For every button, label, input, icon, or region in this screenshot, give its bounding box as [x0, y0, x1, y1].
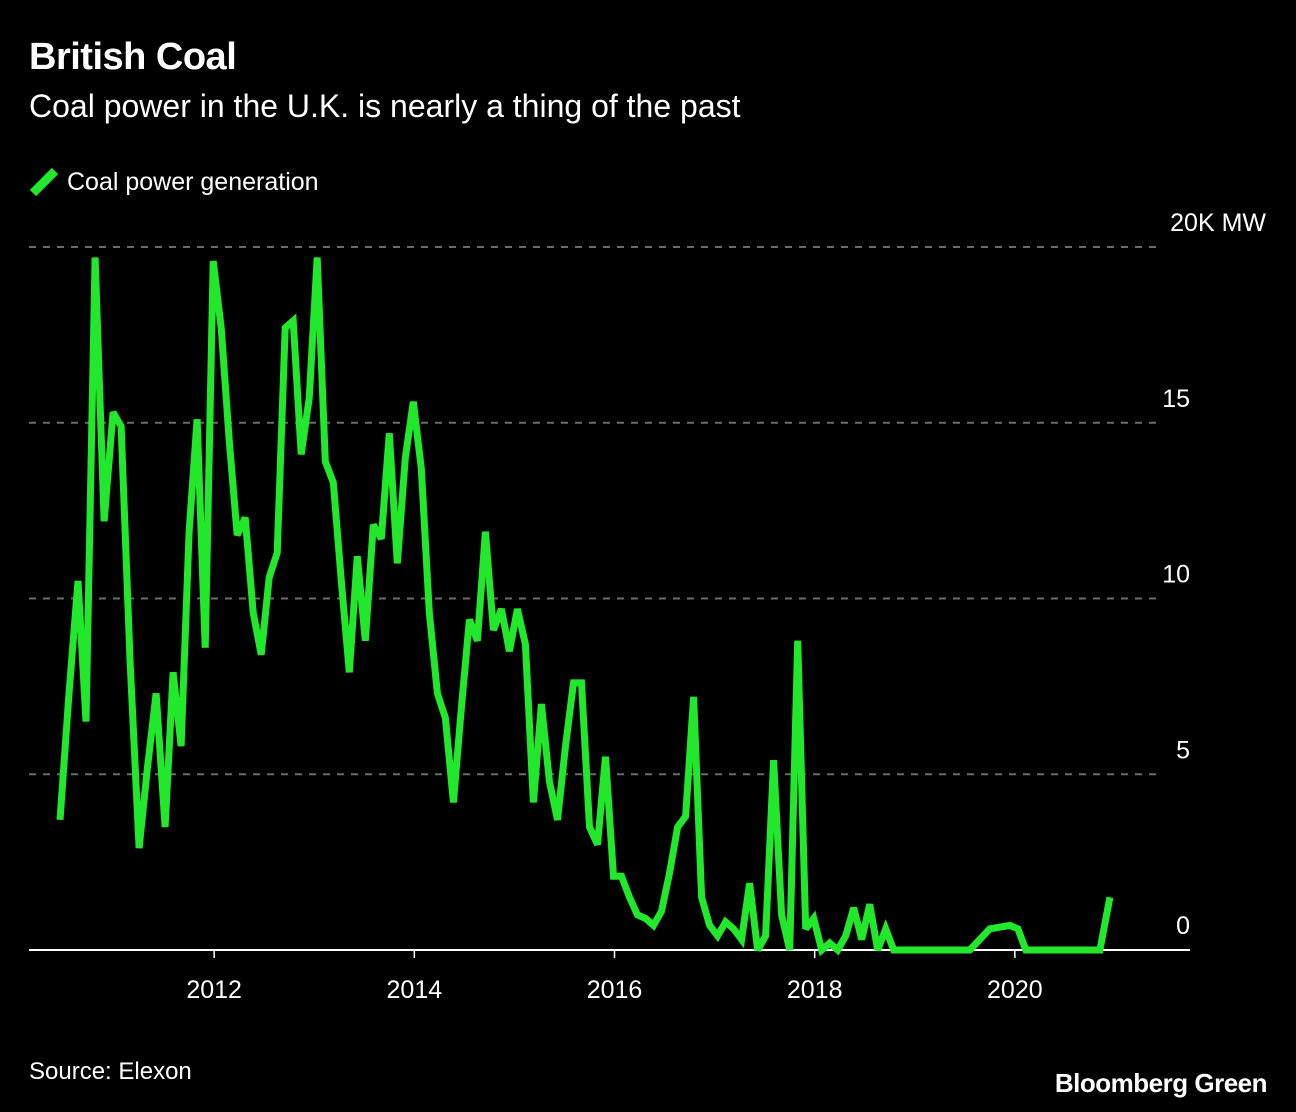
legend-label: Coal power generation	[67, 167, 319, 196]
brand-logo: Bloomberg Green	[1054, 1068, 1268, 1098]
chart-title: British Coal	[29, 36, 237, 78]
x-tick-label: 2014	[387, 976, 443, 1004]
y-tick-labels: 20K MW 15 10 5 0	[1162, 209, 1266, 940]
legend: Coal power generation	[29, 166, 319, 198]
chart-subtitle: Coal power in the U.K. is nearly a thing…	[29, 88, 741, 124]
x-tick-labels: 2012 2014 2016 2018 2020	[186, 950, 1043, 1004]
y-tick-label: 5	[1176, 736, 1190, 764]
series-line-coal-power-generation	[56, 257, 1114, 957]
y-tick-label: 10	[1162, 561, 1190, 589]
legend-swatch-icon	[29, 167, 59, 197]
x-tick-label: 2012	[186, 976, 242, 1004]
y-tick-label: 0	[1176, 912, 1190, 940]
y-tick-label: 15	[1162, 385, 1190, 413]
x-tick-label: 2018	[787, 976, 843, 1004]
source-note: Source: Elexon	[29, 1058, 192, 1085]
gridlines	[29, 246, 1160, 776]
y-tick-label: 20K MW	[1170, 209, 1266, 237]
x-tick-label: 2016	[587, 976, 643, 1004]
series-group	[56, 257, 1114, 957]
x-tick-label: 2020	[987, 976, 1043, 1004]
